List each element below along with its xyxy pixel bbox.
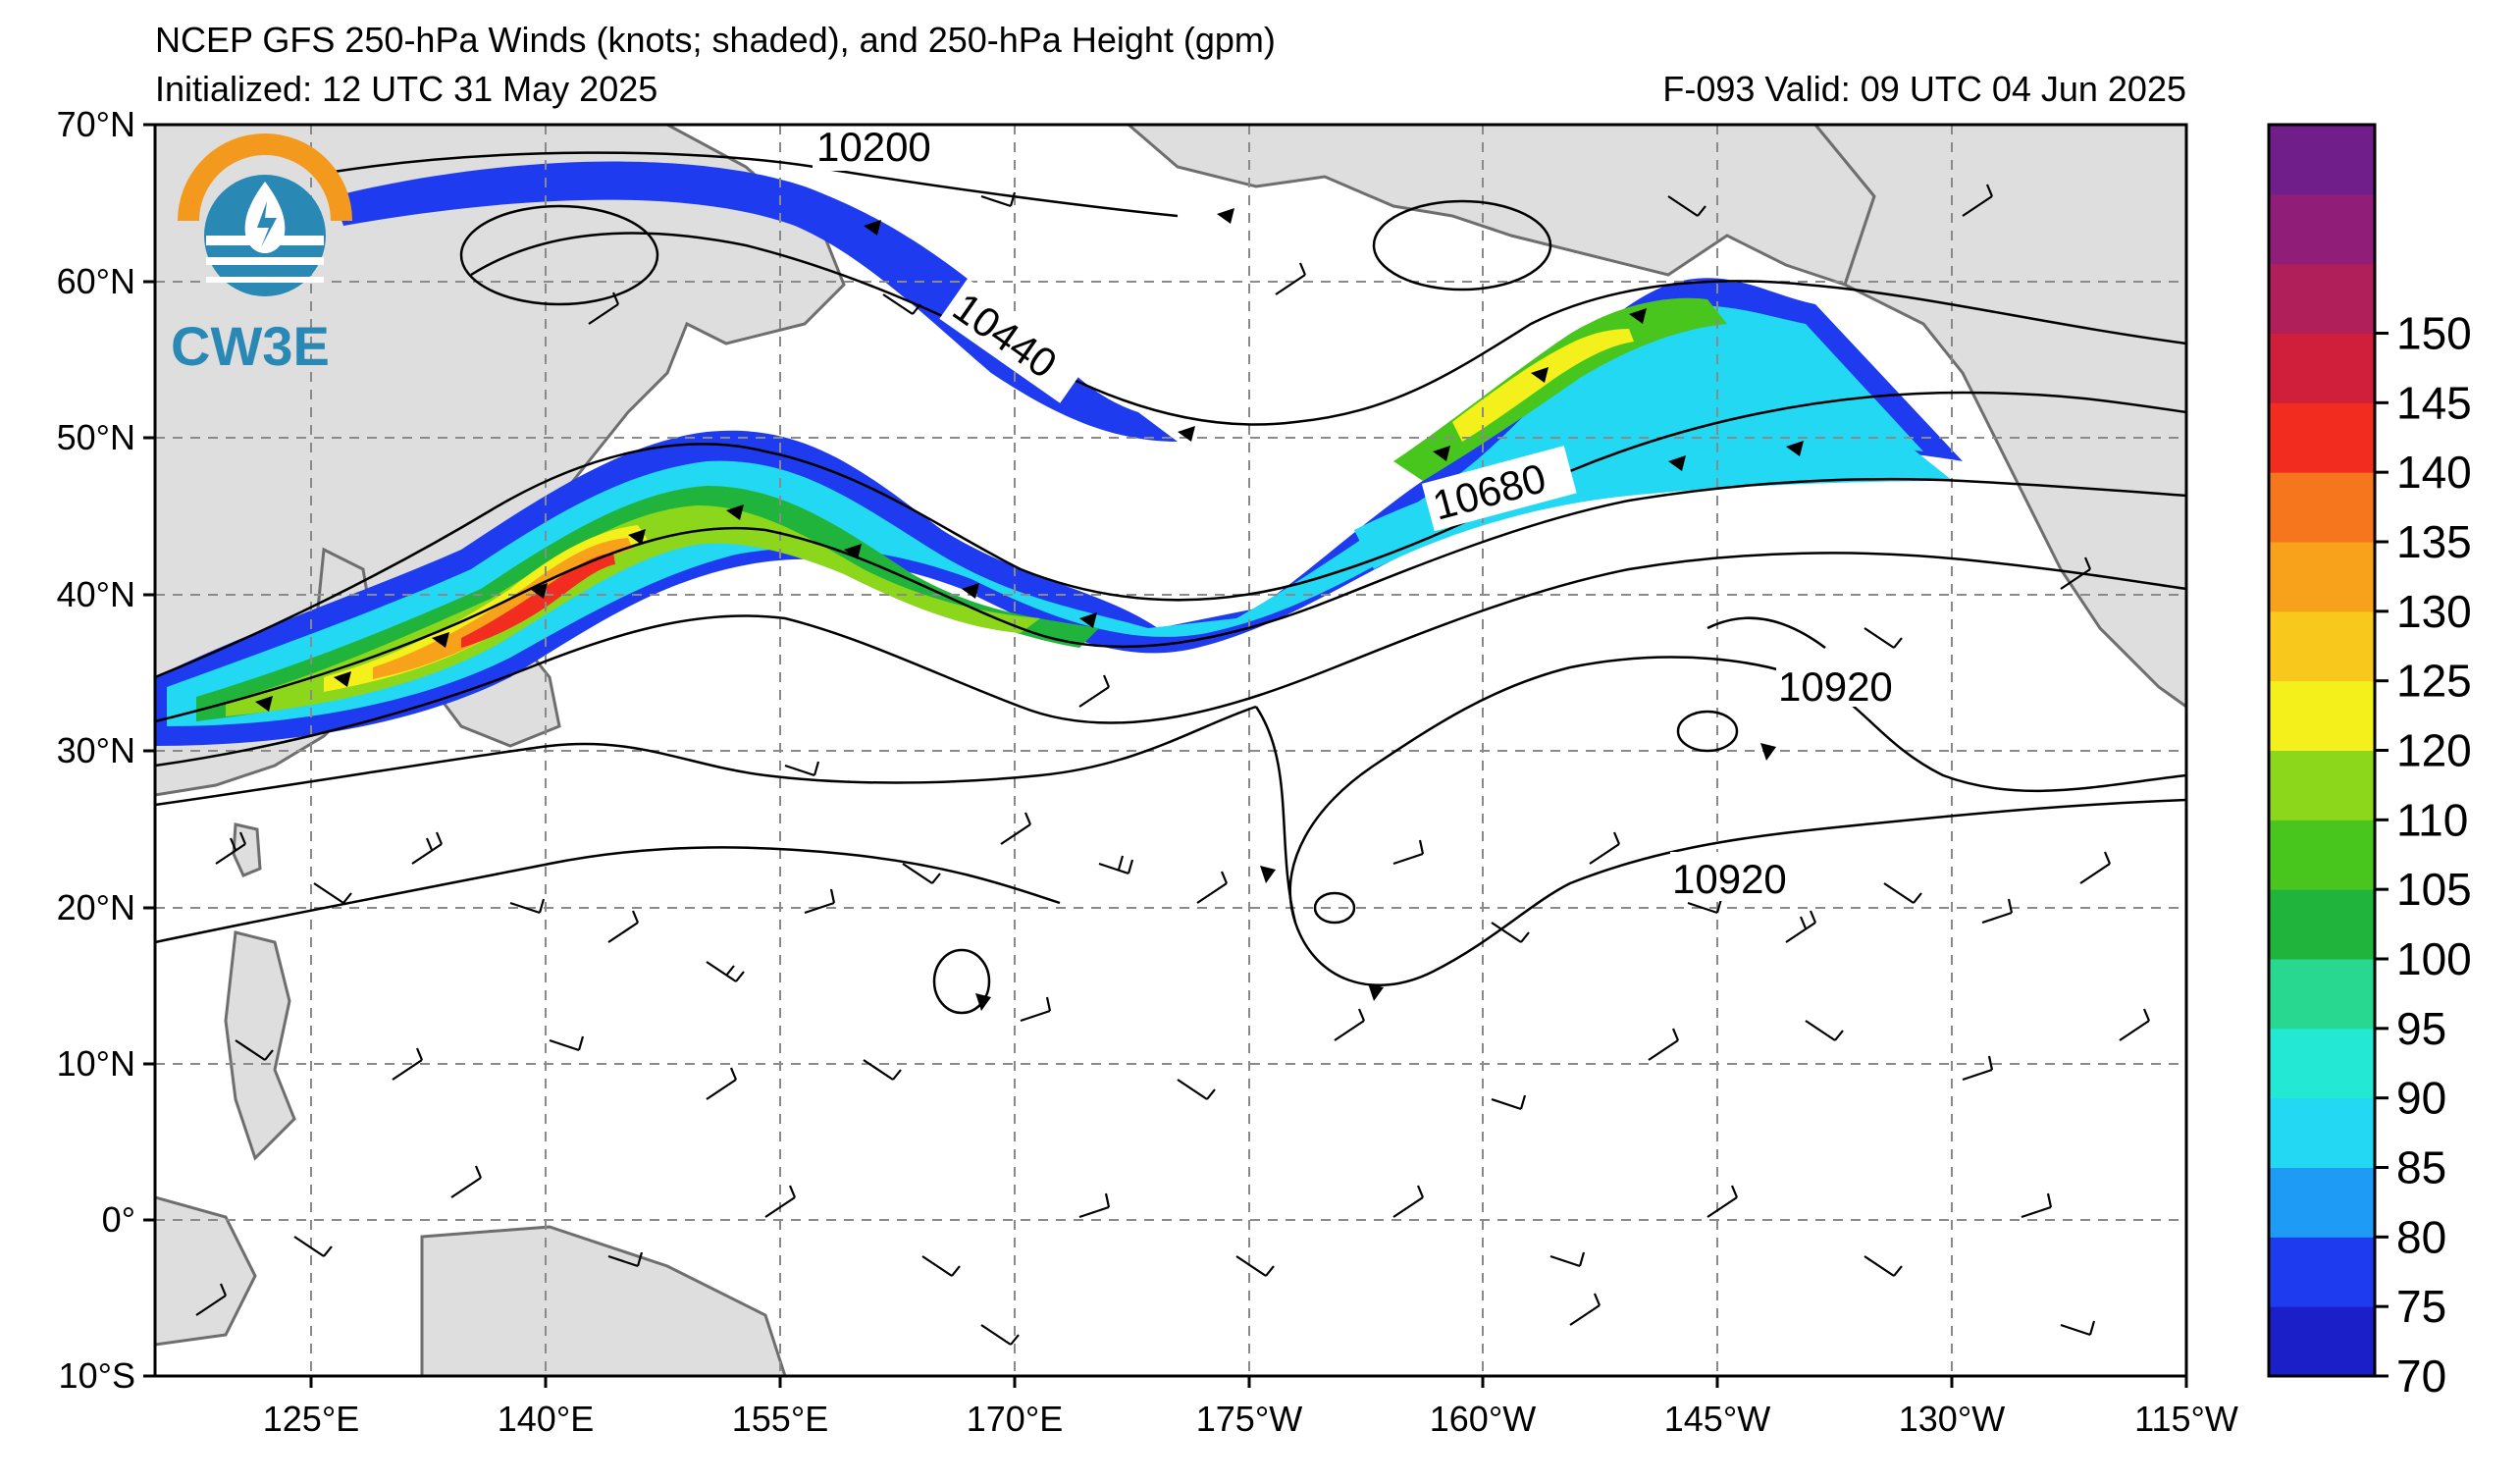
contour-label: 10200 <box>816 124 931 170</box>
colorbar-segment <box>2269 820 2375 890</box>
latitude-labels: 70°N 60°N 50°N 40°N 30°N 20°N 10°N 0° 10… <box>57 104 135 1396</box>
colorbar-label: 95 <box>2396 1003 2446 1054</box>
lon-label: 155°E <box>732 1399 828 1439</box>
colorbar-label: 110 <box>2396 794 2468 845</box>
lon-label: 125°E <box>263 1399 359 1439</box>
jet-band-70kt-north <box>334 161 1178 443</box>
wind-shading <box>155 161 1963 746</box>
lat-label: 50°N <box>57 417 135 457</box>
colorbar-segment <box>2269 750 2375 821</box>
colorbar-segment <box>2269 542 2375 612</box>
colorbar-segment <box>2269 333 2375 403</box>
valid-time: F-093 Valid: 09 UTC 04 Jun 2025 <box>1662 69 2186 109</box>
colorbar-segment <box>2269 125 2375 195</box>
colorbar-segment <box>2269 1306 2375 1377</box>
wind-barbs <box>195 184 2151 1346</box>
colorbar-label: 85 <box>2396 1142 2446 1193</box>
init-time: Initialized: 12 UTC 31 May 2025 <box>155 69 658 109</box>
colorbar-segment <box>2269 472 2375 543</box>
jet-ne-core <box>1393 297 1727 481</box>
lat-label: 10°N <box>57 1043 135 1084</box>
colorbar-segment <box>2269 1237 2375 1307</box>
colorbar-label: 140 <box>2396 447 2472 498</box>
colorbar-label: 75 <box>2396 1281 2446 1332</box>
land-taiwan <box>232 822 262 877</box>
colorbar: 70 75 80 85 90 95 100 105 110 120 125 130 135 140 145 1… <box>2267 123 2472 1402</box>
lat-label: 30°N <box>57 730 135 770</box>
lat-label: 0° <box>102 1199 135 1240</box>
tick-marks <box>143 123 2188 1388</box>
colorbar-label: 135 <box>2396 516 2472 567</box>
lon-label: 140°E <box>498 1399 594 1439</box>
lat-label: 40°N <box>57 574 135 614</box>
colorbar-label: 100 <box>2396 933 2472 984</box>
colorbar-label: 90 <box>2396 1073 2446 1124</box>
lat-label: 20°N <box>57 887 135 927</box>
colorbar-label: 130 <box>2396 586 2472 637</box>
land-borneo <box>155 1195 257 1347</box>
lon-label: 160°W <box>1430 1399 1536 1439</box>
jet-ne-core-yellow <box>1452 329 1634 442</box>
colorbar-segment <box>2269 402 2375 473</box>
lat-label: 60°N <box>57 261 135 301</box>
colorbar-label: 120 <box>2396 725 2472 776</box>
colorbar-label: 150 <box>2396 308 2472 359</box>
map-title: NCEP GFS 250-hPa Winds (knots; shaded), … <box>155 20 1276 60</box>
contour-label: 10920 <box>1778 663 1893 710</box>
contour-labels: 10200 10440 10680 10920 10920 <box>813 124 1923 902</box>
colorbar-label: 70 <box>2396 1351 2446 1402</box>
colorbar-segment <box>2269 959 2375 1030</box>
colorbar-segment <box>2269 263 2375 334</box>
colorbar-segment <box>2269 680 2375 751</box>
colorbar-segment <box>2269 610 2375 682</box>
land-new-guinea <box>420 1225 787 1376</box>
lat-label: 70°N <box>57 104 135 144</box>
colorbar-label: 145 <box>2396 377 2472 428</box>
cw3e-logo-icon <box>178 133 352 296</box>
longitude-labels: 125°E 140°E 155°E 170°E 175°W 160°W 145°… <box>263 1399 2238 1439</box>
height-contours <box>155 151 2186 1015</box>
lon-label: 145°W <box>1664 1399 1770 1439</box>
wind-pennants <box>255 208 1804 1011</box>
colorbar-segment <box>2269 1097 2375 1168</box>
lon-label: 115°W <box>2134 1399 2238 1439</box>
colorbar-label: 125 <box>2396 656 2472 707</box>
jet-east-band <box>1354 437 1953 569</box>
jet-band-130kt <box>461 553 615 648</box>
land-philippines <box>224 930 296 1161</box>
colorbar-segment <box>2269 1028 2375 1099</box>
lon-label: 170°E <box>967 1399 1063 1439</box>
colorbar-label: 80 <box>2396 1211 2446 1262</box>
colorbar-segment <box>2269 1167 2375 1238</box>
contour-label: 10920 <box>1672 856 1787 902</box>
cw3e-logo-text: CW3E <box>171 315 330 377</box>
land-north-america <box>1813 125 2186 709</box>
colorbar-label: 105 <box>2396 864 2472 915</box>
colorbar-segment <box>2269 889 2375 960</box>
lon-label: 175°W <box>1196 1399 1302 1439</box>
lat-label: 10°S <box>59 1355 135 1396</box>
colorbar-segment <box>2269 193 2375 265</box>
lon-label: 130°W <box>1899 1399 2005 1439</box>
